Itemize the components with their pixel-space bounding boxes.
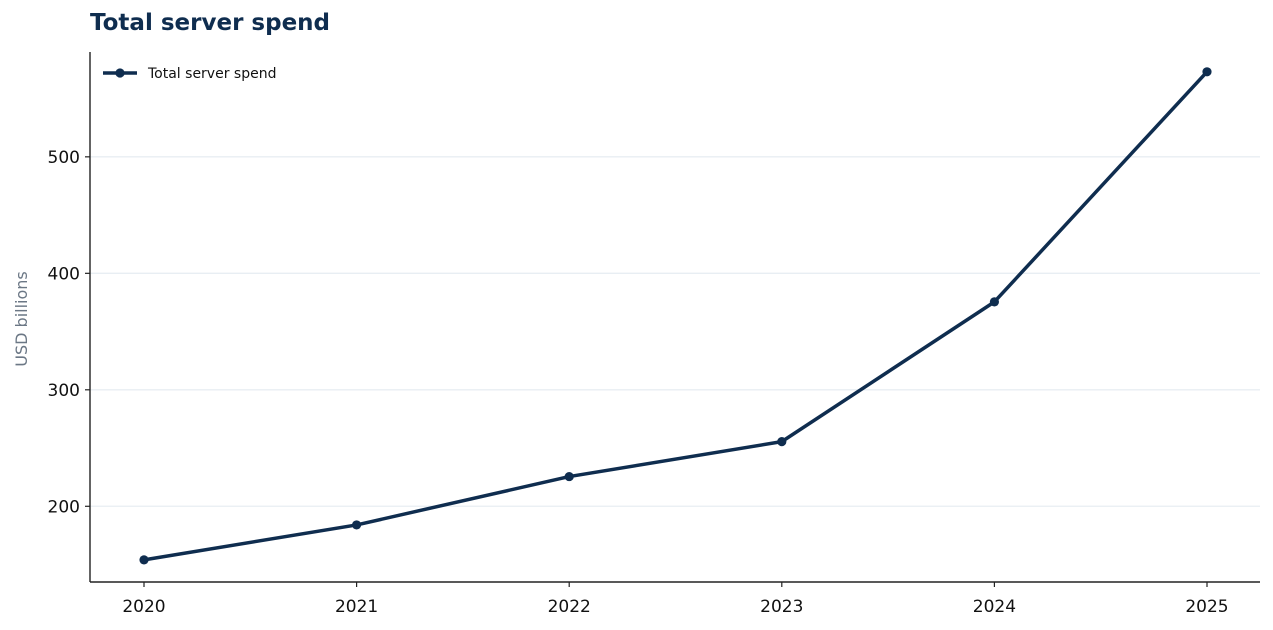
x-tick-label-2021: 2021 — [335, 597, 378, 617]
y-axis-label: USD billions — [12, 271, 31, 366]
data-point-2023 — [777, 437, 787, 447]
data-point-2025 — [1202, 67, 1212, 77]
grid-lines — [90, 156, 1260, 507]
legend-label: Total server spend — [147, 66, 276, 82]
x-ticks: 2020 2021 2022 2023 2024 2025 — [122, 582, 1229, 617]
chart-title: Total server spend — [90, 10, 331, 36]
y-tick-label-300: 300 — [48, 381, 80, 401]
data-point-2024 — [989, 297, 1000, 307]
series-line-0 — [142, 70, 1209, 562]
x-tick-label-2023: 2023 — [760, 597, 803, 617]
x-tick-label-2022: 2022 — [548, 597, 591, 617]
x-tick-label-2025: 2025 — [1185, 597, 1228, 617]
x-tick-label-2020: 2020 — [122, 597, 165, 617]
legend: Total server spend — [103, 66, 276, 82]
y-tick-label-200: 200 — [48, 497, 80, 517]
x-tick-label-2024: 2024 — [973, 597, 1016, 617]
y-tick-label-400: 400 — [48, 264, 80, 284]
y-tick-label-500: 500 — [48, 148, 80, 168]
y-ticks: 200 300 400 500 — [48, 148, 90, 517]
data-point-2022 — [564, 471, 574, 482]
legend-swatch-marker — [115, 68, 125, 78]
series-layer — [139, 67, 1212, 565]
axes — [89, 52, 1260, 583]
data-point-2021 — [352, 520, 362, 530]
data-point-2020 — [139, 555, 149, 565]
